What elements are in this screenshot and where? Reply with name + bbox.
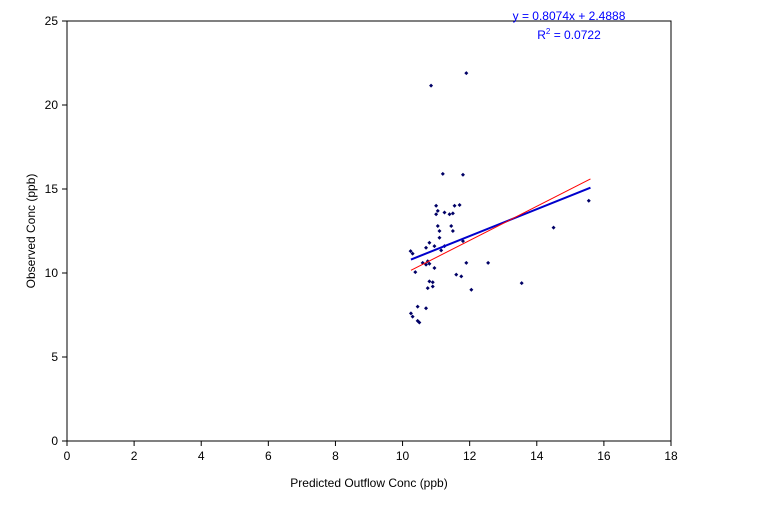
data-point: [427, 240, 432, 245]
data-point: [551, 225, 556, 230]
data-point: [450, 229, 455, 233]
data-point: [464, 71, 469, 76]
plot-area: [66, 20, 672, 442]
x-tick-label: 4: [198, 449, 205, 463]
x-tick-label: 10: [396, 449, 410, 463]
data-point: [457, 202, 462, 207]
data-point: [410, 314, 415, 319]
data-point: [432, 265, 437, 270]
data-point: [417, 320, 422, 325]
data-point: [439, 248, 444, 253]
x-tick-label: 16: [597, 449, 611, 463]
data-point: [434, 212, 439, 217]
data-point: [469, 287, 474, 292]
regression-equation: y = 0.8074x + 2.4888: [513, 9, 626, 23]
data-point: [424, 306, 429, 311]
x-tick-label: 0: [64, 449, 71, 463]
data-point: [450, 211, 455, 216]
y-tick-label: 15: [45, 182, 59, 196]
y-tick-label: 20: [45, 98, 59, 112]
data-point: [452, 203, 457, 208]
data-point: [427, 279, 432, 284]
data-point: [432, 244, 437, 249]
y-tick-label: 5: [51, 350, 58, 364]
data-point: [425, 286, 430, 291]
data-point: [408, 311, 413, 316]
x-tick-label: 2: [131, 449, 138, 463]
data-point: [424, 245, 429, 250]
r-squared-superscript: 2: [546, 27, 551, 36]
data-point: [408, 249, 413, 254]
data-point: [430, 280, 435, 285]
reference-line: [410, 178, 591, 271]
data-point: [427, 261, 432, 266]
data-point: [429, 83, 434, 88]
data-point: [460, 172, 465, 177]
data-point: [454, 272, 459, 277]
data-point: [519, 281, 524, 286]
y-tick-label: 0: [51, 434, 58, 448]
data-point: [437, 229, 442, 233]
trend-lines: [410, 178, 591, 271]
r-squared-label: R2 = 0.0722: [537, 27, 601, 42]
x-tick-label: 6: [265, 449, 272, 463]
x-tick-label: 14: [530, 449, 544, 463]
data-point: [459, 274, 464, 279]
data-point: [449, 223, 454, 228]
regression-line: [410, 186, 591, 261]
axis-ticks: 0 2 4 6 8 10 12 14 16 18 0 5 10 15 20 25: [45, 14, 678, 463]
data-point: [413, 270, 418, 275]
x-tick-label: 8: [332, 449, 339, 463]
data-point: [486, 260, 491, 265]
x-axis-title: Predicted Outflow Conc (ppb): [290, 476, 447, 490]
x-tick-label: 12: [463, 449, 477, 463]
r-squared-prefix: R: [537, 28, 546, 42]
data-point: [437, 235, 442, 240]
y-tick-label: 25: [45, 14, 59, 28]
data-point: [434, 203, 439, 208]
data-point: [447, 212, 452, 217]
data-point: [435, 208, 440, 213]
data-point: [415, 304, 420, 309]
y-tick-label: 10: [45, 266, 59, 280]
data-point: [464, 260, 469, 265]
data-point: [435, 223, 440, 228]
data-point: [442, 210, 447, 215]
data-point: [586, 198, 591, 203]
r-squared-value: = 0.0722: [550, 28, 601, 42]
data-point: [430, 284, 435, 289]
data-point: [440, 171, 445, 176]
data-point: [410, 251, 415, 256]
y-axis-title: Observed Conc (ppb): [24, 174, 38, 289]
x-tick-label: 18: [664, 449, 678, 463]
